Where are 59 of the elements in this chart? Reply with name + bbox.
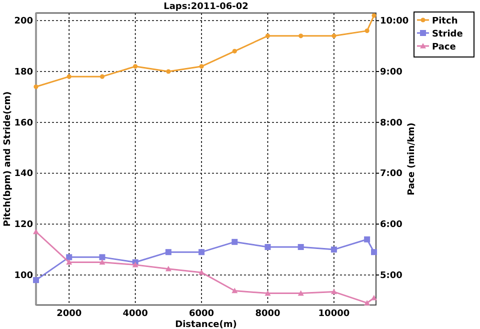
- y2-tick-label: 7:00: [380, 169, 402, 180]
- y-tick-label: 200: [14, 16, 33, 27]
- point: [371, 294, 378, 300]
- point: [364, 236, 370, 242]
- point: [33, 277, 39, 284]
- y2-axis-title: Pace (min/km): [407, 122, 417, 196]
- y-tick-label: 180: [14, 68, 33, 78]
- legend-label: Pitch: [432, 16, 458, 26]
- point: [232, 288, 238, 294]
- point: [371, 249, 378, 256]
- point: [364, 300, 370, 306]
- y-tick-label: 120: [14, 220, 33, 230]
- point: [372, 13, 376, 18]
- point: [330, 288, 337, 294]
- point: [99, 254, 106, 260]
- point: [34, 84, 38, 90]
- y-tick-label: 100: [14, 270, 33, 281]
- point: [165, 249, 172, 256]
- point: [133, 64, 138, 69]
- x-tick-label: 8000: [255, 309, 280, 319]
- y2-tick-label: 5:00: [380, 270, 402, 281]
- y-tick-label: 160: [14, 118, 33, 128]
- x-tick-label: 2000: [56, 309, 82, 319]
- point: [100, 74, 105, 79]
- point: [33, 228, 39, 234]
- point: [66, 74, 72, 79]
- point: [330, 246, 337, 253]
- x-tick-label: 10000: [318, 309, 350, 319]
- legend-label: Pace: [432, 42, 456, 52]
- point: [198, 269, 205, 275]
- chart-title: Laps:2011-06-02: [164, 2, 248, 12]
- point: [332, 34, 336, 38]
- point: [298, 290, 304, 296]
- x-tick-label: 4000: [122, 309, 148, 319]
- point: [232, 238, 238, 245]
- y2-tick-label: 6:00: [380, 220, 402, 230]
- point: [198, 249, 205, 256]
- y2-tick-label: 10:00: [380, 16, 409, 27]
- point: [132, 262, 138, 268]
- point: [199, 64, 204, 69]
- point: [66, 259, 72, 265]
- point: [264, 290, 271, 296]
- y2-tick-label: 9:00: [380, 68, 402, 78]
- point: [298, 34, 304, 38]
- point: [166, 69, 171, 74]
- point: [364, 28, 370, 34]
- point: [298, 244, 304, 250]
- x-tick-label: 6000: [189, 309, 214, 319]
- x-axis-title: Distance(m): [175, 320, 237, 329]
- point: [264, 244, 271, 250]
- legend-label: Stride: [432, 30, 463, 40]
- y-axis-title: Pitch(bpm) and Stride(cm): [3, 91, 13, 227]
- point: [99, 259, 106, 265]
- y2-tick-label: 8:00: [380, 118, 402, 128]
- point: [66, 254, 72, 260]
- point: [232, 48, 237, 54]
- point: [165, 266, 172, 272]
- y-tick-label: 140: [14, 169, 33, 180]
- point: [265, 34, 270, 38]
